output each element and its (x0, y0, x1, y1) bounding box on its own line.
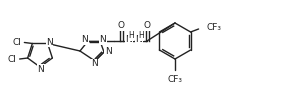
Text: N: N (100, 36, 106, 45)
Text: CF₃: CF₃ (168, 74, 182, 83)
Text: O: O (118, 22, 125, 31)
Text: N: N (126, 36, 132, 45)
Text: Cl: Cl (12, 38, 21, 47)
Text: N: N (105, 48, 111, 56)
Text: O: O (143, 22, 150, 31)
Text: N: N (46, 38, 53, 47)
Text: CF₃: CF₃ (207, 24, 222, 33)
Text: N: N (82, 36, 88, 45)
Text: N: N (92, 59, 98, 68)
Text: H: H (128, 32, 134, 41)
Text: H: H (138, 32, 144, 41)
Text: Cl: Cl (8, 55, 17, 63)
Text: N: N (136, 36, 142, 45)
Text: N: N (38, 64, 44, 73)
